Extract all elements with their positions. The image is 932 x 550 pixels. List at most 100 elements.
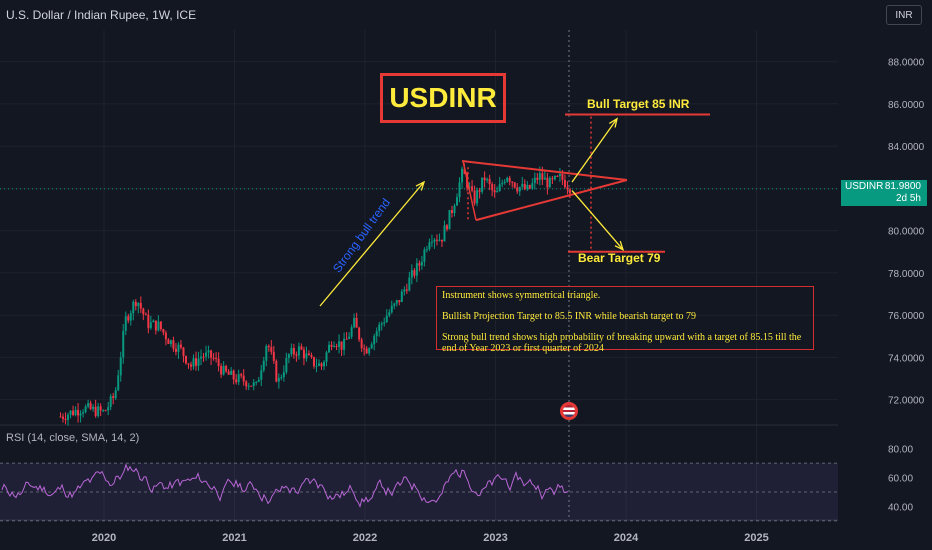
bear-arrow-head [614,240,625,251]
candle-body [302,349,305,359]
candle-body [428,242,431,250]
candle-body [132,301,135,314]
candle-body [335,345,338,347]
candle-body [82,412,85,414]
candle-body [290,347,293,355]
candle-body [94,406,97,417]
candle-body [536,177,539,180]
candle-body [174,348,177,352]
candle-body [197,358,200,366]
rsi-legend: RSI (14, close, SMA, 14, 2) [6,432,140,444]
candle-body [99,406,102,411]
candle-body [533,177,536,184]
candle-body [461,168,464,183]
price-tick-label: 80.0000 [888,227,925,238]
candle-body [393,303,396,306]
candle-body [516,187,519,192]
candle-body [456,197,459,206]
note-line-2: Bullish Projection Target to 85.5 INR wh… [442,311,696,322]
candle-body [415,263,418,276]
candle-body [405,289,408,291]
candle-body [523,183,526,190]
candle-body [104,410,107,412]
us-flag-icon[interactable] [560,402,578,420]
price-tick-label: 86.0000 [888,100,925,111]
rsi-line [1,463,569,508]
candle-body [348,336,351,339]
candle-body [395,300,398,304]
candle-body [558,173,561,177]
candle-body [292,347,295,355]
time-axis[interactable]: 2020 2021 2022 2023 2024 2025 [92,532,769,544]
candle-body [210,350,213,358]
candle-body [187,363,190,365]
candle-body [207,350,210,353]
candle-body [69,410,72,415]
current-price-tag: USDINR 81.9800 2d 5h [841,180,927,206]
price-tick-label: 88.0000 [888,58,925,69]
candle-body [358,327,361,340]
candle-body [496,190,499,193]
candle-body [287,354,290,358]
candle-body [250,385,253,387]
candle-body [403,289,406,292]
candle-body [119,357,122,376]
candle-body [312,357,315,367]
candle-body [541,173,544,180]
candle-body [420,261,423,266]
candle-body [430,241,433,243]
candle-body [553,175,556,180]
chart-drawings [319,113,710,307]
candle-body [443,225,446,242]
trend-arrow [319,181,425,307]
triangle-left-edge [462,160,477,221]
currency-button[interactable]: INR [886,5,922,25]
candle-body [102,410,105,412]
candle-body [317,363,320,366]
time-tick-label: 2021 [222,532,246,544]
candle-body [410,270,413,278]
candle-body [272,351,275,361]
candle-body [305,353,308,359]
candle-body [521,183,524,188]
rsi-tick-label: 40.00 [888,502,913,513]
note-line-3: Strong bull trend shows high probability… [442,332,802,354]
candle-body [129,313,132,321]
candle-body [310,355,313,358]
candle-body [62,416,65,419]
candle-body [195,358,198,366]
price-axis[interactable]: 72.000074.000076.000078.000080.000082.00… [888,58,925,407]
candle-body [307,353,310,356]
candle-body [72,410,75,416]
bear-target-label: Bear Target 79 [578,251,661,265]
bull-target-label: Bull Target 85 INR [587,97,690,111]
candle-body [551,178,554,180]
time-tick-label: 2022 [353,532,377,544]
candle-body [205,352,208,357]
candle-body [338,341,341,347]
candle-body [142,308,145,315]
candle-body [280,377,283,379]
candle-body [390,305,393,313]
rsi-tick-label: 80.00 [888,445,913,456]
candle-body [333,345,336,347]
candle-body [282,372,285,378]
candle-body [275,360,278,382]
candle-body [433,239,436,242]
candle-body [526,185,529,190]
candle-body [478,190,481,192]
candle-body [453,205,456,214]
candle-body [355,317,358,328]
candle-body [438,239,441,241]
candle-body [74,409,77,416]
candle-body [285,357,288,373]
candle-body [277,377,280,382]
candle-body [184,355,187,364]
price-tick-label: 72.0000 [888,396,925,407]
candle-body [235,379,238,383]
candle-body [511,181,514,183]
price-tag-symbol: USDINR [845,181,884,192]
candle-body [247,385,250,387]
candle-body [255,381,258,383]
candle-body [418,263,421,266]
